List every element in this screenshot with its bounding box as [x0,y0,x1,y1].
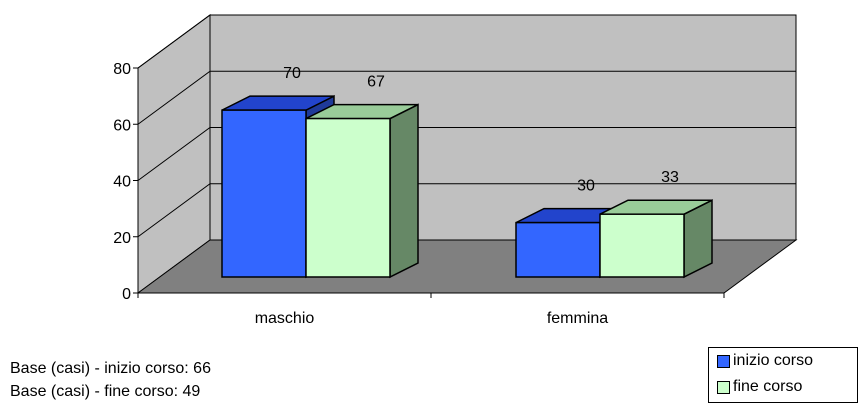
labels: 70 67 30 33 [283,65,679,195]
gridline-20 [137,183,796,238]
legend-label-inizio: inizio corso [733,352,814,369]
x-tick-label-femmina: femmina [547,310,608,327]
data-label-maschio-1: 67 [367,74,385,91]
axes: 0 20 40 60 80 maschio femmina [113,61,725,327]
gridlines [137,14,796,238]
bar-side [389,103,419,279]
bar-front [599,213,685,278]
gridline-60 [137,70,796,125]
gridline-80 [137,14,796,69]
base-note-fine: Base (casi) - fine corso: 49 [10,383,201,400]
y-tick-label-80: 80 [113,61,131,78]
y-tick-label-20: 20 [113,230,131,247]
legend-label-fine: fine corso [733,378,803,395]
gridline-40 [137,127,796,181]
legend-swatch-fine [717,380,730,394]
data-label-femmina-0: 30 [577,178,595,195]
y-tick-label-40: 40 [113,174,131,191]
base-note-inizio: Base (casi) - inizio corso: 66 [10,360,211,377]
legend: inizio corso fine corso [708,347,858,403]
bar-front [305,117,391,278]
x-tick-label-maschio: maschio [255,310,315,327]
legend-swatch-inizio [717,354,730,368]
y-tick-label-60: 60 [113,117,131,134]
bar-front [515,221,601,278]
legend-item-fine: fine corso [717,378,802,396]
bar-maschio-1 [305,103,419,279]
y-tick-label-0: 0 [122,286,131,303]
bar-front [221,109,307,278]
data-label-maschio-0: 70 [283,65,301,82]
bars [221,94,713,279]
bar-femmina-1 [599,198,713,279]
data-label-femmina-1: 33 [661,169,679,186]
legend-item-inizio: inizio corso [717,352,813,370]
